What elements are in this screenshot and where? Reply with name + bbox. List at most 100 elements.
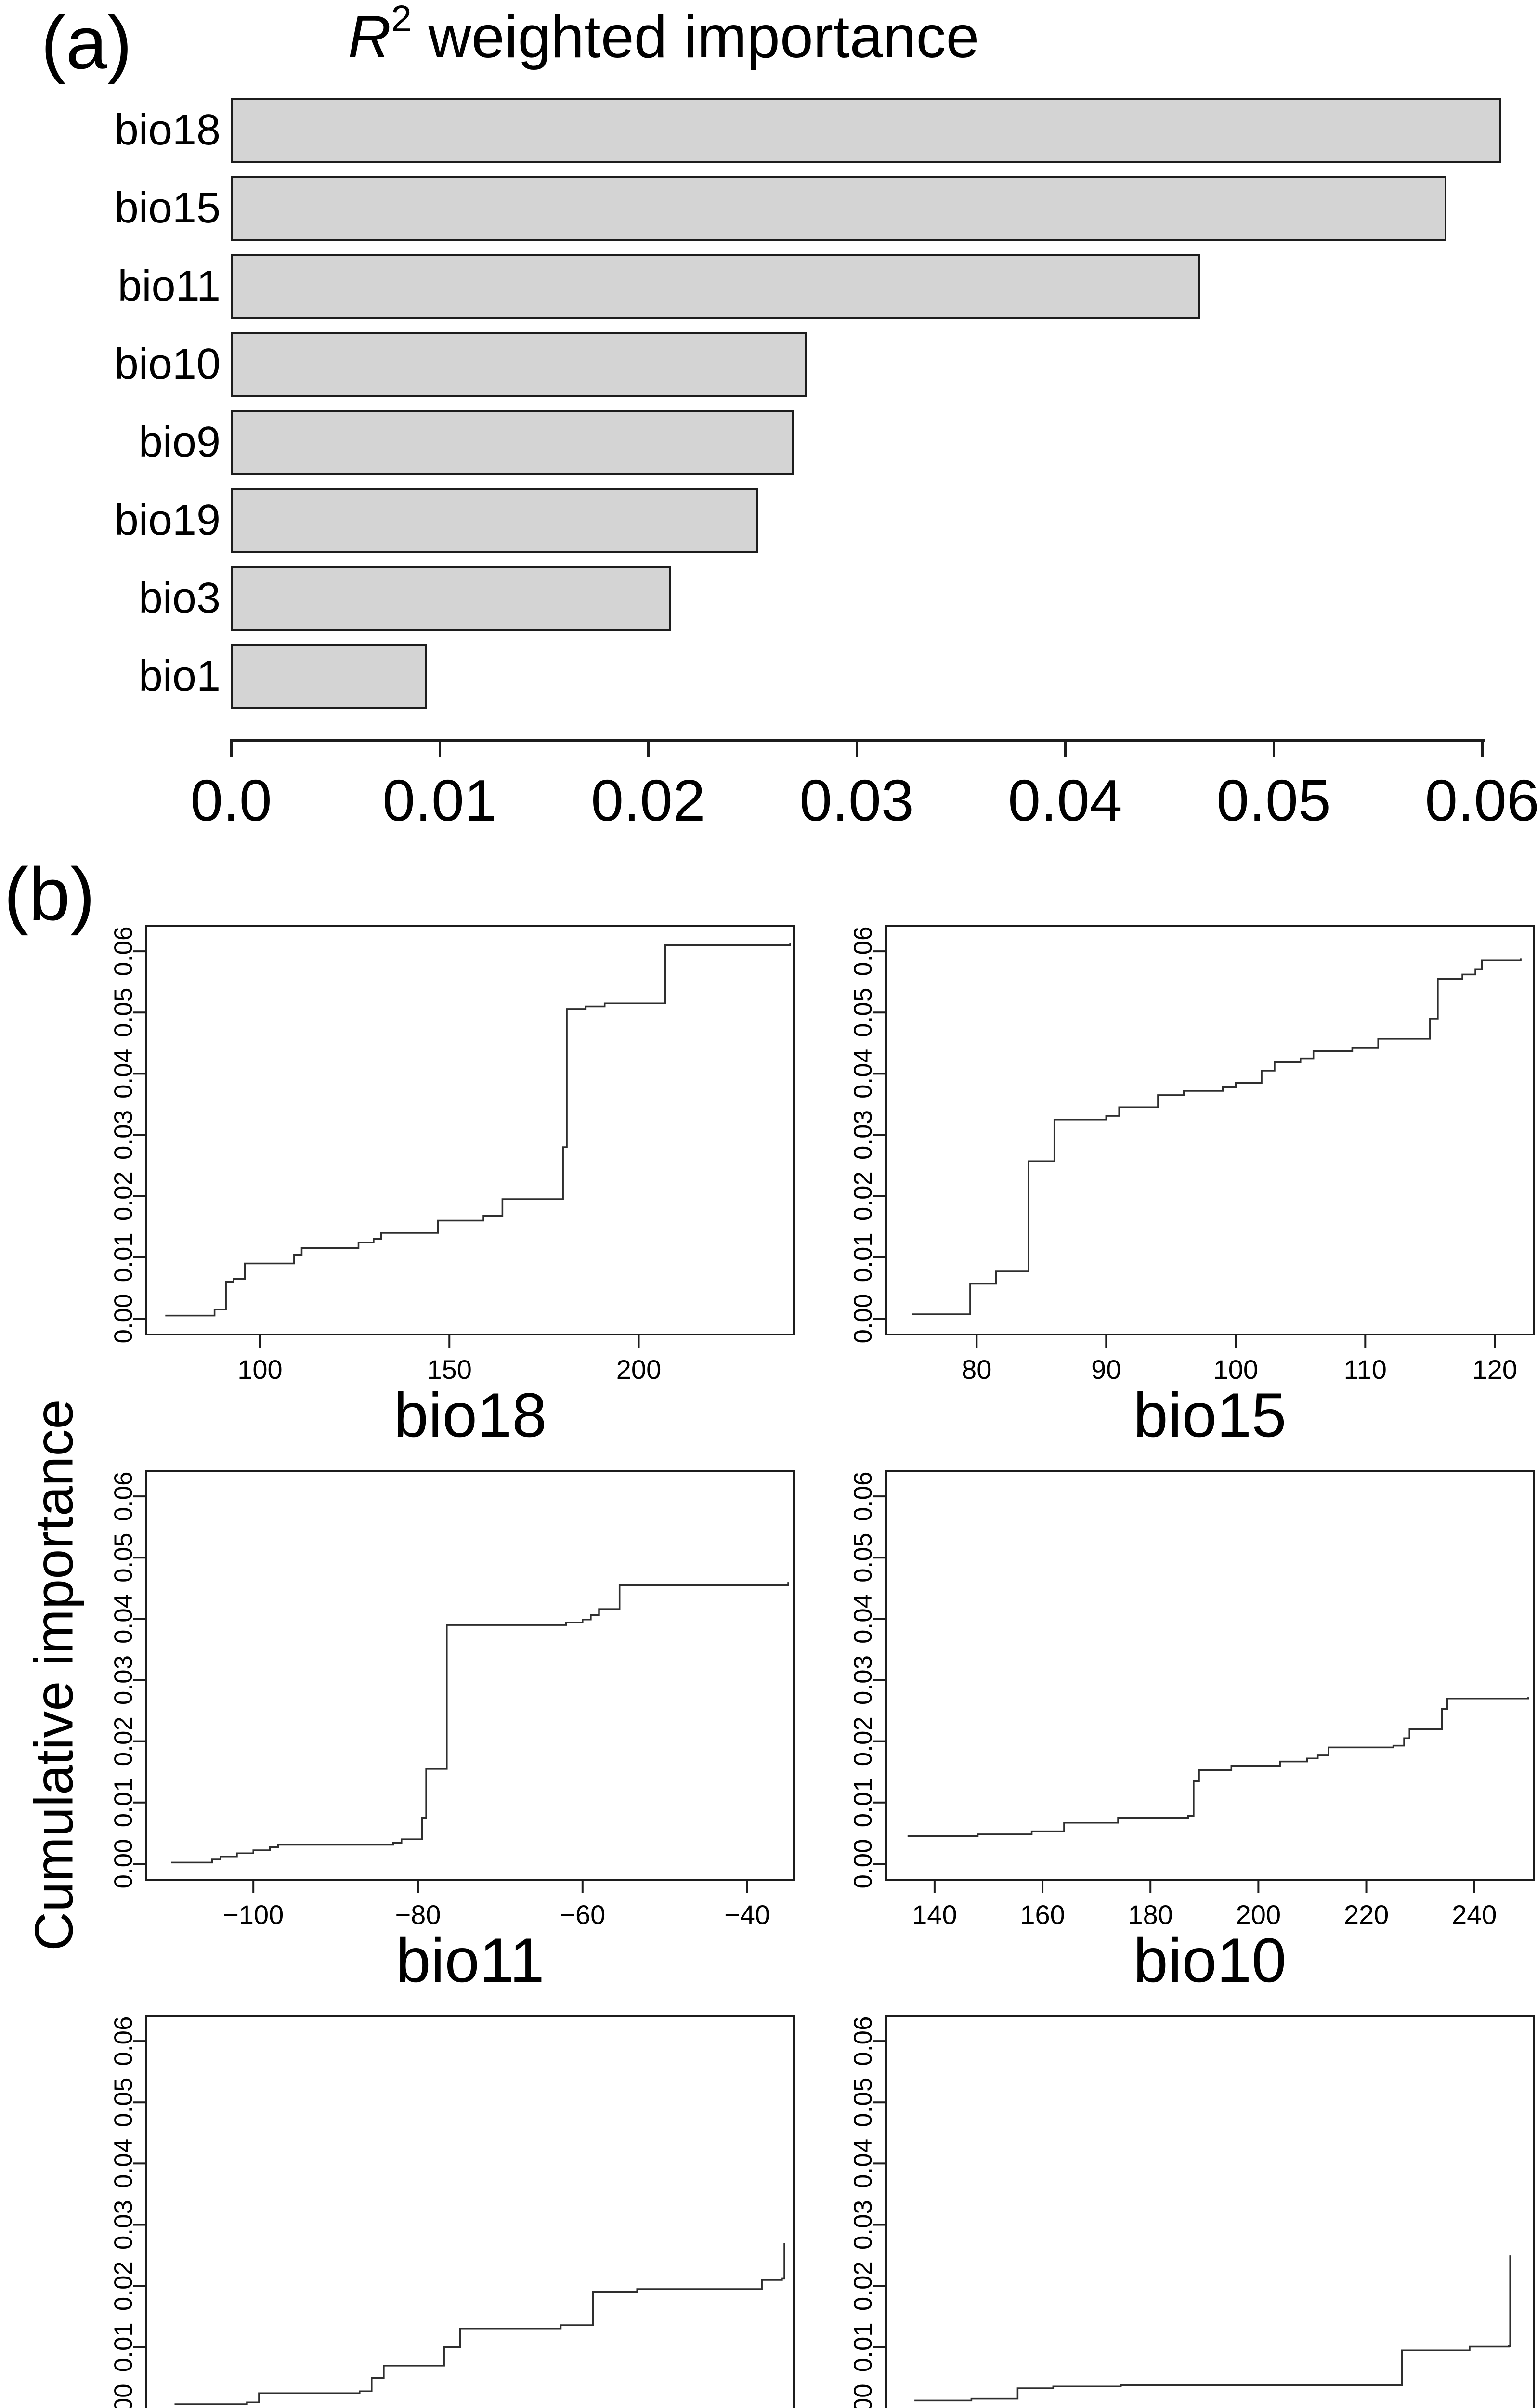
y-tick-label: 0.01 <box>109 1778 138 1827</box>
y-tick-label: 0.03 <box>849 2200 877 2250</box>
y-tick-label: 0.04 <box>849 1594 877 1644</box>
x-tick-label: 110 <box>1344 1354 1387 1385</box>
x-tick-label: 200 <box>1236 1899 1281 1930</box>
y-tick-label: 0.01 <box>109 2322 138 2372</box>
subplot-bio11: 0.00 0.01 0.02 0.03 0.04 0.05 0.06 −100 −80 −60 −4… <box>109 1470 795 1995</box>
bar-bio3 <box>231 566 671 631</box>
y-tick-label: 0.02 <box>109 1171 138 1221</box>
y-tick-label: 0.05 <box>849 1533 877 1583</box>
bar-label-bio18: bio18 <box>114 106 221 154</box>
bar-bio1 <box>231 644 427 709</box>
step-curve-bio15 <box>912 958 1522 1315</box>
bar-axis-tick <box>1273 741 1275 757</box>
x-tick-label: 100 <box>1213 1354 1258 1385</box>
x-tick-label: −100 <box>223 1899 284 1930</box>
y-tick-label: 0.04 <box>109 1049 138 1099</box>
x-tick-label: 120 <box>1472 1354 1517 1385</box>
y-tick-label: 0.04 <box>109 2139 138 2188</box>
subplot-bio9: 0.000.010.020.030.040.050.06−100−80−60−4… <box>109 2015 795 2408</box>
y-tick-label: 0.04 <box>849 1049 877 1099</box>
y-tick-label: 0.03 <box>849 1655 877 1705</box>
x-tick-label: 180 <box>1128 1899 1172 1930</box>
y-tick-label: 0.01 <box>849 1232 877 1282</box>
bar-label-bio15: bio15 <box>114 184 221 232</box>
bar-axis-tick-label: 0.02 <box>591 768 705 833</box>
bar-axis-tick-label: 0.0 <box>190 768 272 833</box>
plot-box-bio19 <box>885 2015 1535 2408</box>
subplot-xlabel-bio18: bio18 <box>393 1380 547 1450</box>
y-tick-label: 0.00 <box>109 2383 138 2408</box>
bar-bio18 <box>231 98 1501 163</box>
title-r-italic: R <box>348 4 391 70</box>
bar-chart-title: R2 weighted importance <box>326 0 1001 71</box>
y-tick-label: 0.03 <box>109 1655 138 1705</box>
y-tick-label: 0.06 <box>109 1472 138 1521</box>
y-tick-label: 0.03 <box>109 1110 138 1160</box>
y-tick-label: 0.04 <box>849 2139 877 2188</box>
plot-box-bio15 <box>885 925 1535 1335</box>
x-tick-label: 90 <box>1091 1354 1121 1385</box>
y-tick-label: 0.00 <box>849 1294 877 1343</box>
plot-box-bio9 <box>145 2015 795 2408</box>
y-tick-label: 0.05 <box>109 1533 138 1583</box>
y-tick-label: 0.00 <box>109 1839 138 1888</box>
x-tick-label: 150 <box>427 1354 472 1385</box>
y-tick-label: 0.02 <box>109 2261 138 2311</box>
y-tick-label: 0.05 <box>849 988 877 1037</box>
bar-label-bio9: bio9 <box>138 418 221 466</box>
plot-box-bio10 <box>885 1470 1535 1881</box>
panel-b-label: (b) <box>4 852 95 936</box>
bar-label-bio10: bio10 <box>114 340 221 388</box>
bar-axis-tick <box>1481 741 1484 757</box>
bar-label-bio1: bio1 <box>138 652 221 700</box>
x-tick-label: −80 <box>395 1899 441 1930</box>
bar-axis-line <box>230 739 1485 742</box>
step-curve-bio10 <box>907 1697 1529 1837</box>
y-tick-label: 0.06 <box>109 927 138 976</box>
bar-bio19 <box>231 488 758 553</box>
subplot-bio18: 0.00 0.01 0.02 0.03 0.04 0.05 0.06 100 150 200 bio… <box>109 925 795 1450</box>
bar-label-bio19: bio19 <box>114 496 221 544</box>
y-tick-label: 0.05 <box>109 988 138 1037</box>
step-curve-bio18 <box>165 943 791 1317</box>
y-tick-label: 0.05 <box>109 2078 138 2127</box>
x-tick-label: 100 <box>237 1354 282 1385</box>
panel-a-label: (a) <box>41 1 132 84</box>
subplot-bio15: 0.00 0.01 0.02 0.03 0.04 0.05 0.06 80 90 100 110 12… <box>849 925 1535 1450</box>
bar-axis-tick-label: 0.05 <box>1216 768 1331 833</box>
plot-box-bio18 <box>145 925 795 1335</box>
y-tick-label: 0.06 <box>109 2016 138 2066</box>
bar-label-bio3: bio3 <box>138 574 221 622</box>
bar-bio11 <box>231 254 1200 319</box>
y-tick-label: 0.01 <box>849 2322 877 2372</box>
subplot-xlabel-bio10: bio10 <box>1133 1925 1286 1995</box>
y-tick-label: 0.03 <box>849 1110 877 1160</box>
bar-bio9 <box>231 410 794 475</box>
step-curve-bio19 <box>914 2255 1511 2402</box>
y-tick-label: 0.02 <box>109 1716 138 1766</box>
bar-label-bio11: bio11 <box>117 262 221 310</box>
x-tick-label: −60 <box>560 1899 605 1930</box>
y-tick-label: 0.00 <box>849 1839 877 1888</box>
y-tick-label: 0.06 <box>849 2016 877 2066</box>
y-tick-label: 0.06 <box>849 927 877 976</box>
bar-bio15 <box>231 176 1446 241</box>
subplot-xlabel-bio11: bio11 <box>396 1925 544 1995</box>
bar-axis-tick <box>856 741 858 757</box>
y-tick-label: 0.06 <box>849 1472 877 1521</box>
bar-axis-tick-label: 0.06 <box>1425 768 1537 833</box>
bar-axis-tick <box>230 741 233 757</box>
y-tick-label: 0.02 <box>849 2261 877 2311</box>
subplot-bio19: 0.000.010.020.030.040.050.0646810bio19 <box>849 2015 1535 2408</box>
x-tick-label: 80 <box>962 1354 991 1385</box>
y-tick-label: 0.04 <box>109 1594 138 1644</box>
y-tick-label: 0.05 <box>849 2078 877 2127</box>
bar-axis-tick <box>439 741 441 757</box>
step-curve-bio9 <box>174 2243 785 2405</box>
y-tick-label: 0.00 <box>849 2383 877 2408</box>
title-text: weighted importance <box>411 4 979 70</box>
bar-axis-tick-label: 0.01 <box>382 768 497 833</box>
subplot-xlabel-bio15: bio15 <box>1133 1380 1286 1450</box>
x-tick-label: 220 <box>1344 1899 1389 1930</box>
x-tick-label: 200 <box>616 1354 661 1385</box>
